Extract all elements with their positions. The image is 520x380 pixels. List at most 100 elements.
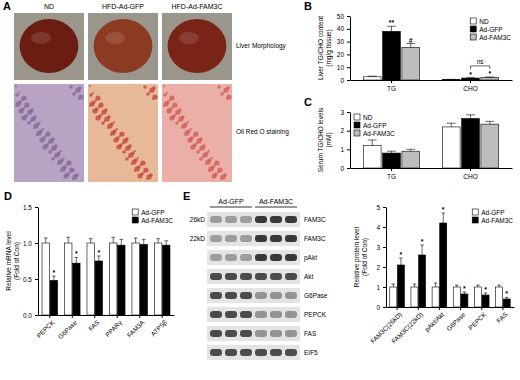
- y-tick-label: 0: [340, 77, 344, 84]
- error-bar: [89, 239, 93, 243]
- bar: [390, 287, 397, 307]
- stain-dot: [101, 109, 106, 114]
- legend-label: Ad-FAM3C: [479, 34, 511, 41]
- stain-dot: [60, 170, 62, 172]
- blot-band: [255, 216, 267, 223]
- stain-dot: [178, 116, 183, 121]
- stain-dot: [92, 92, 94, 94]
- stain-dot: [146, 174, 151, 179]
- plot-marks: [42, 237, 170, 315]
- liver-photo: [168, 19, 227, 73]
- stain-dot: [205, 163, 207, 165]
- y-tick-mark: [383, 247, 386, 248]
- annotation-bracket: [471, 66, 490, 69]
- x-tick-mark: [460, 307, 461, 310]
- blot-row-label: G6Pase: [304, 292, 328, 299]
- plot-marks: [390, 213, 510, 307]
- stain-dot: [196, 150, 200, 154]
- x-tick-mark: [502, 307, 503, 310]
- y-tick: 1.5: [23, 204, 38, 211]
- stain-dot: [214, 160, 219, 165]
- annotation: *: [75, 250, 78, 257]
- stain-dot: [69, 167, 74, 172]
- y-axis-title: Relative protein level: [353, 226, 361, 287]
- bar: [383, 153, 401, 168]
- stain-dot: [175, 113, 177, 115]
- stain-dot: [190, 128, 192, 130]
- blot-band: [225, 292, 237, 299]
- blot-band: [285, 349, 297, 356]
- stain-dot: [95, 95, 100, 100]
- y-tick-mark: [347, 168, 350, 169]
- blot-band: [240, 235, 252, 242]
- y-tick-label: 30: [337, 38, 345, 45]
- panel-label: D: [4, 190, 12, 202]
- stain-dot: [42, 144, 47, 149]
- blot-panel: EAd-GFPAd-FAM3CFAM3CFAM3CpAktAktG6PasePE…: [183, 190, 328, 360]
- y-axis-title: (Fold of Con): [13, 242, 21, 280]
- y-axis: 012345: [376, 204, 386, 311]
- bar: [42, 243, 49, 315]
- bar: [432, 287, 439, 307]
- error-bar: [97, 256, 101, 261]
- error-bar: [497, 285, 501, 287]
- legend: Ad-GFPAd-FAM3C: [472, 209, 513, 224]
- stain-dot: [36, 134, 38, 136]
- blot-band: [240, 216, 252, 223]
- y-tick-label: 2: [376, 264, 380, 271]
- liver-photo-highlight: [179, 32, 199, 44]
- y-tick: 5: [376, 204, 386, 211]
- legend-swatch: [472, 217, 478, 223]
- stain-dot: [30, 116, 35, 121]
- error-bar: [368, 76, 377, 78]
- y-tick-label: 0.5: [23, 276, 32, 283]
- stain-dot: [18, 92, 20, 94]
- stain-dot: [134, 150, 136, 152]
- legend-label: Ad-FAM3C: [141, 217, 173, 224]
- error-bar: [420, 245, 424, 255]
- x-tick-mark: [139, 315, 140, 318]
- stain-dot: [60, 166, 65, 171]
- y-tick-mark: [347, 29, 350, 30]
- y-tick: 2: [376, 264, 386, 271]
- stain-dot: [24, 102, 29, 107]
- y-tick-mark: [383, 287, 386, 288]
- x-tick: TG: [387, 80, 396, 92]
- legend-label: Ad-GFP: [481, 209, 504, 216]
- stain-dot: [39, 121, 41, 123]
- plot-marks: [363, 115, 498, 168]
- error-bar: [44, 238, 48, 243]
- blot-band: [270, 311, 282, 318]
- stain-dot: [119, 131, 124, 136]
- blot-band: [210, 254, 222, 261]
- stain-dot: [98, 106, 100, 108]
- blot-band: [225, 216, 237, 223]
- legend-swatch: [470, 26, 476, 32]
- y-tick-label: 3: [376, 244, 380, 251]
- blot-band: [285, 273, 297, 280]
- bar: [453, 287, 460, 307]
- y-axis-title: (mg/g tissue): [325, 29, 333, 67]
- stain-dot: [163, 101, 168, 106]
- x-tick-label: PEPCK: [467, 310, 488, 331]
- annotation: ns: [477, 58, 485, 65]
- stain-dot: [137, 157, 139, 159]
- y-tick-label: 5: [376, 204, 380, 211]
- blot-band: [255, 235, 267, 242]
- blot-row-label: FAM3C: [304, 216, 326, 223]
- stain-dot: [51, 145, 56, 150]
- x-axis-line: [351, 168, 513, 169]
- y-tick: 20: [337, 51, 350, 58]
- annotation: *: [484, 286, 487, 293]
- stain-dot: [137, 173, 142, 178]
- blot-row-label: PEPCK: [304, 311, 327, 318]
- stain-dot: [15, 101, 20, 106]
- stain-dot: [119, 135, 121, 137]
- stain-dot: [51, 157, 55, 161]
- stain-dot: [143, 171, 145, 173]
- y-tick-mark: [347, 149, 350, 150]
- stain-dot: [125, 145, 130, 150]
- blot-row-label: pAkt: [304, 254, 317, 262]
- x-axis: TGCHO: [351, 80, 513, 92]
- x-tick-label: PEPCK: [35, 318, 56, 339]
